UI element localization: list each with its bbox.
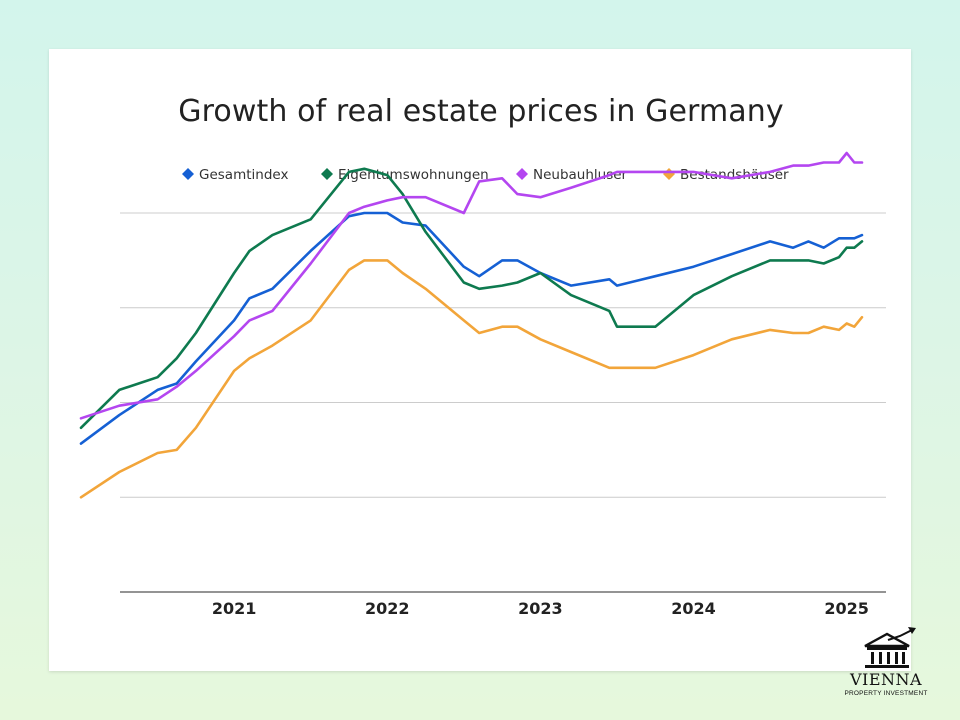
grid-lines: [120, 212, 886, 593]
series-line-bestandshäuser: [79, 259, 864, 499]
vienna-logo: VIENNA PROPERTY INVESTMENT: [838, 626, 934, 702]
legend-label-gesamtindex: Gesamtindex: [199, 167, 288, 183]
x-tick-label: 2021: [212, 599, 257, 618]
legend-marker-eigentumswohnungen: [321, 168, 333, 180]
logo-name: VIENNA: [849, 670, 923, 689]
series-line-gesamtindex: [79, 211, 864, 445]
logo-tagline: PROPERTY INVESTMENT: [844, 690, 928, 697]
series-line-eigentumswohnungen: [79, 167, 864, 430]
x-tick-label: 2023: [518, 599, 563, 618]
x-axis-ticks: 2021 2022 2023 2024 2025: [212, 599, 869, 618]
legend-label-neubauhluser: Neubauhluser: [533, 167, 628, 183]
x-tick-label: 2024: [671, 599, 716, 618]
x-tick-label: 2022: [365, 599, 410, 618]
x-tick-label: 2025: [824, 599, 869, 618]
building-icon: [864, 627, 916, 668]
legend-marker-neubauhluser: [516, 168, 528, 180]
legend-marker-bestandshäuser: [663, 168, 675, 180]
series-line-neubauhluser: [79, 151, 864, 420]
legend-marker-gesamtindex: [182, 168, 194, 180]
chart-title: Growth of real estate prices in Germany: [178, 94, 784, 129]
chart-card: [49, 49, 911, 671]
legend-label-bestandshäuser: Bestandshäuser: [680, 167, 789, 183]
series-lines: [79, 151, 864, 499]
